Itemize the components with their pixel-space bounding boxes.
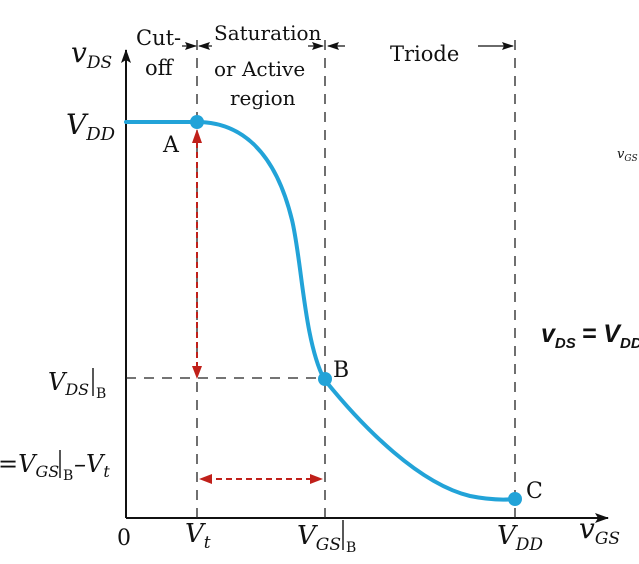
cutoff-label-line1: Cut-	[136, 26, 181, 50]
saturation-label-line2: or Active	[214, 57, 305, 81]
vdd-x-tick-label: VDD	[497, 521, 543, 555]
point-b-label: B	[333, 358, 349, 383]
red-horizontal-arrow	[199, 474, 323, 484]
vdd-y-tick-label: VDD	[66, 108, 116, 145]
vdsb-tick-label: VDS B	[48, 368, 106, 402]
x-axis-label: vGS	[579, 512, 620, 549]
point-c-label: C	[526, 479, 543, 504]
red-vertical-arrow	[192, 129, 202, 379]
origin-label: 0	[117, 526, 131, 551]
triode-label: Triode	[390, 42, 459, 66]
svg-text:B: B	[96, 386, 106, 402]
svg-text:=VGS: =VGS	[0, 450, 59, 481]
point-a-dot	[190, 115, 204, 129]
svg-text:VGS: VGS	[297, 521, 341, 555]
vdsb-expression-label: =VGS B –Vt	[0, 450, 110, 484]
vt-tick-label: Vt	[185, 519, 211, 553]
cutoff-label-line2: off	[145, 56, 175, 80]
svg-text:–Vt: –Vt	[74, 450, 110, 481]
point-a-label: A	[162, 133, 180, 158]
y-axis-label: vDS	[71, 36, 112, 73]
side-equation: vDS= VDD	[541, 320, 639, 352]
point-c-dot	[508, 492, 522, 506]
point-b-dot	[318, 372, 332, 386]
vgsb-tick-label: VGS B	[297, 520, 356, 556]
transfer-curve	[124, 120, 517, 502]
svg-text:B: B	[346, 540, 356, 556]
svg-text:B: B	[63, 468, 73, 484]
svg-text:VDS: VDS	[48, 368, 89, 399]
side-vgs-fragment: vGS	[617, 147, 638, 164]
saturation-label-line1: Saturation	[214, 21, 322, 45]
saturation-label-line3: region	[230, 86, 296, 110]
